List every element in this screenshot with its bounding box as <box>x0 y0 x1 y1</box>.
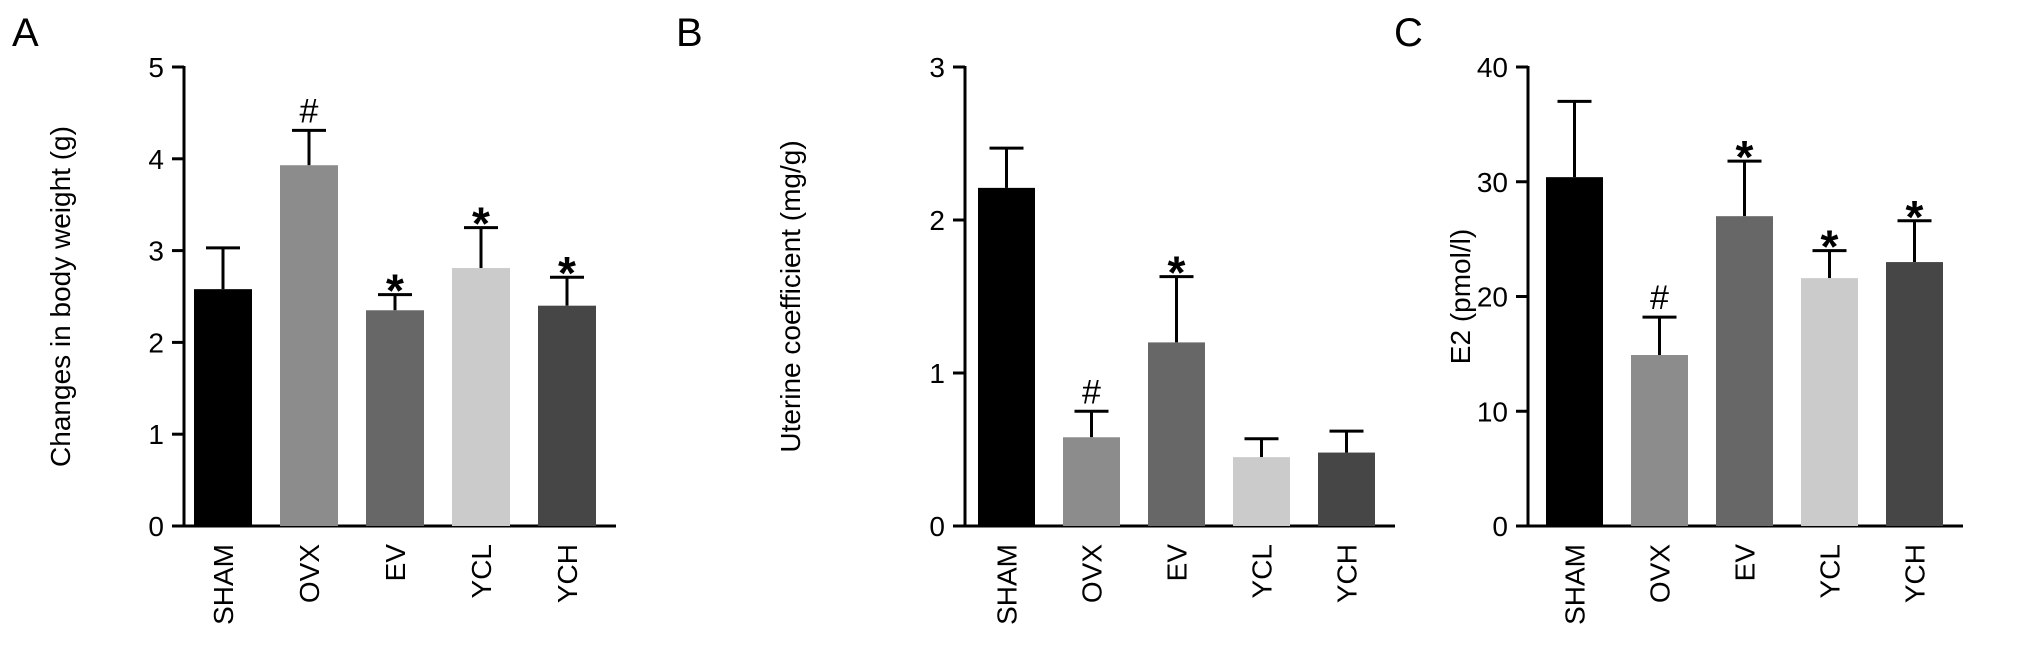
significance-hash: # <box>1082 373 1101 411</box>
x-tick-label: YCL <box>1247 544 1278 598</box>
y-tick-label: 0 <box>929 511 945 542</box>
significance-star: * <box>1906 191 1924 243</box>
y-tick-label: 0 <box>1492 511 1508 542</box>
x-tick-label: SHAM <box>992 544 1023 625</box>
y-axis-title: E2 (pmol/l) <box>1445 229 1476 364</box>
significance-star: * <box>1168 247 1186 299</box>
x-tick-label: EV <box>1162 544 1193 582</box>
significance-hash: # <box>1650 279 1669 317</box>
x-tick-label: SHAM <box>1560 544 1591 625</box>
significance-star: * <box>386 265 404 317</box>
y-tick-label: 2 <box>148 327 164 358</box>
bar-ycl <box>1801 278 1858 526</box>
panel-c: C 0 10 20 30 40 E2 (pmol/l) SHAM # OVX * EV * YCL * YCH <box>1394 11 1963 625</box>
significance-star: * <box>558 247 576 299</box>
panel-letter: A <box>12 11 39 55</box>
x-tick-label: YCL <box>466 544 497 598</box>
significance-star: * <box>1821 221 1839 273</box>
x-tick-label: OVX <box>294 544 325 603</box>
x-tick-label: YCL <box>1815 544 1846 598</box>
panel-letter: C <box>1394 11 1423 55</box>
y-tick-label: 2 <box>929 205 945 236</box>
y-tick-label: 20 <box>1477 282 1508 313</box>
bar-ych <box>1886 262 1943 526</box>
panel-a: A 0 1 2 3 4 5 Changes in body weight (g) SHAM # OV… <box>12 11 616 625</box>
y-tick-label: 1 <box>148 419 164 450</box>
x-tick-label: YCH <box>1332 544 1363 603</box>
x-tick-label: SHAM <box>208 544 239 625</box>
significance-star: * <box>1736 131 1754 183</box>
x-tick-label: EV <box>380 544 411 582</box>
y-tick-label: 5 <box>148 52 164 83</box>
bar-sham <box>978 187 1035 526</box>
x-tick-label: YCH <box>1900 544 1931 603</box>
bar-sham <box>194 289 252 526</box>
y-tick-label: 3 <box>929 52 945 83</box>
x-tick-label: OVX <box>1645 544 1676 603</box>
y-tick-label: 1 <box>929 358 945 389</box>
bar-ev <box>1148 342 1205 526</box>
panel-letter: B <box>676 11 703 55</box>
bar-ev <box>1716 216 1773 527</box>
y-tick-label: 30 <box>1477 167 1508 198</box>
y-tick-label: 40 <box>1477 52 1508 83</box>
bar-ev <box>366 310 424 526</box>
y-tick-label: 10 <box>1477 396 1508 427</box>
significance-star: * <box>472 198 490 250</box>
bar-ycl <box>1233 457 1290 526</box>
x-tick-label: EV <box>1730 544 1761 582</box>
bar-ych <box>1318 452 1375 526</box>
x-tick-label: YCH <box>552 544 583 603</box>
bar-ych <box>538 305 596 526</box>
y-tick-label: 4 <box>148 144 164 175</box>
bar-ovx <box>280 165 338 526</box>
bar-ycl <box>452 268 510 526</box>
x-tick-label: OVX <box>1077 544 1108 603</box>
significance-hash: # <box>300 92 319 130</box>
bar-ovx <box>1063 437 1120 526</box>
y-tick-label: 0 <box>148 511 164 542</box>
bar-ovx <box>1631 355 1688 526</box>
bar-sham <box>1546 177 1603 526</box>
panel-b: B 0 1 2 3 Uterine coefficient (mg/g) SHAM # OVX *… <box>676 11 1395 625</box>
y-axis-title: Changes in body weight (g) <box>45 126 76 467</box>
y-axis-title: Uterine coefficient (mg/g) <box>775 140 806 452</box>
y-tick-label: 3 <box>148 236 164 267</box>
